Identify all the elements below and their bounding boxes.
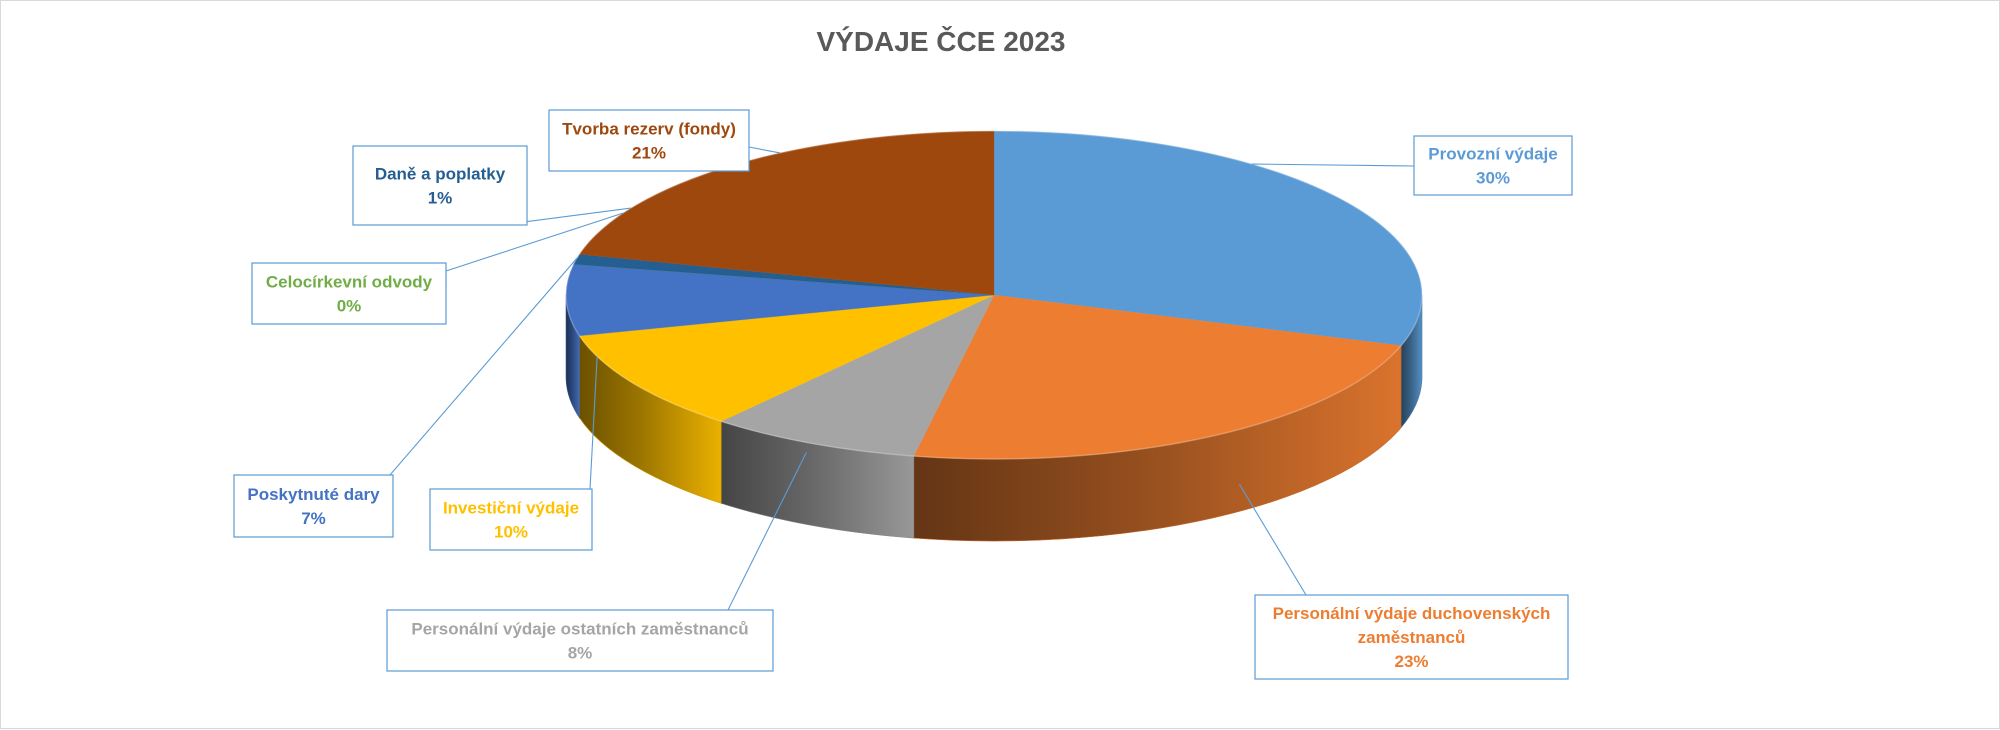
slice-personalni-vydaje-ostatnich-zamestnancu: [720, 294, 995, 457]
label-value-investicni-vydaje: 10%: [494, 523, 528, 542]
label-category-celocirkevni-odvody: Celocírkevní odvody: [266, 273, 433, 292]
chart-title: VÝDAJE ČCE 2023: [816, 25, 1065, 57]
slice-provozni-vydaje: [993, 130, 1423, 347]
label-box-dane-a-poplatky: [352, 145, 528, 226]
leader-line-personalni-vydaje-duchovenskych-zamestnancu: [1239, 484, 1307, 596]
pie-rim: [565, 130, 1423, 460]
label-value-tvorba-rezerv-fondy: 21%: [632, 144, 666, 163]
leader-line-provozni-vydaje: [1251, 163, 1415, 167]
label-personalni-vydaje-ostatnich-zamestnancu: Personální výdaje ostatních zaměstnanců 8…: [386, 609, 774, 672]
slice-poskytnute-dary: [565, 263, 995, 337]
label-box-personalni-vydaje-duchovenskych-zamestnancu: [1254, 594, 1569, 680]
label-personalni-vydaje-duchovenskych-zamestnancu: Personální výdaje duchovenských zaměstnan…: [1254, 594, 1569, 680]
label-box-investicni-vydaje: [429, 488, 593, 551]
label-box-poskytnute-dary: [233, 474, 394, 538]
label-category-personalni-vydaje-duchovenskych-zamestnancu: zaměstnanců: [1358, 628, 1466, 647]
label-dane-a-poplatky: Daně a poplatky 1%: [352, 145, 528, 226]
label-category-investicni-vydaje: Investiční výdaje: [443, 499, 579, 518]
label-value-poskytnute-dary: 7%: [301, 509, 326, 528]
leader-line-tvorba-rezerv-fondy: [748, 146, 781, 154]
label-box-tvorba-rezerv-fondy: [548, 109, 750, 172]
label-box-personalni-vydaje-ostatnich-zamestnancu: [386, 609, 774, 672]
label-category-tvorba-rezerv-fondy: Tvorba rezerv (fondy): [562, 120, 736, 139]
data-labels: Provozní výdaje 30% Personální výdaje duch…: [233, 109, 1573, 680]
label-value-provozni-vydaje: 30%: [1476, 169, 1510, 188]
pie-top-faces: [565, 130, 1423, 460]
label-tvorba-rezerv-fondy: Tvorba rezerv (fondy) 21%: [548, 109, 750, 172]
label-investicni-vydaje: Investiční výdaje 10%: [429, 488, 593, 551]
label-category-personalni-vydaje-duchovenskych-zamestnancu: Personální výdaje duchovenských: [1273, 604, 1551, 623]
slice-personalni-vydaje-duchovenskych-zamestnancu: [913, 294, 1402, 460]
pie-side-walls: [565, 294, 1423, 542]
label-category-poskytnute-dary: Poskytnuté dary: [247, 485, 380, 504]
slice-investicni-vydaje: [578, 294, 995, 422]
label-box-provozni-vydaje: [1413, 135, 1573, 196]
label-category-provozni-vydaje: Provozní výdaje: [1428, 145, 1557, 164]
label-value-personalni-vydaje-ostatnich-zamestnancu: 8%: [568, 644, 593, 663]
label-poskytnute-dary: Poskytnuté dary 7%: [233, 474, 394, 538]
label-celocirkevni-odvody: Celocírkevní odvody 0%: [251, 262, 447, 325]
label-value-dane-a-poplatky: 1%: [428, 189, 453, 208]
label-value-personalni-vydaje-duchovenskych-zamestnancu: 23%: [1394, 652, 1428, 671]
label-box-celocirkevni-odvody: [251, 262, 447, 325]
label-category-personalni-vydaje-ostatnich-zamestnancu: Personální výdaje ostatních zaměstnanců: [411, 620, 748, 639]
label-category-dane-a-poplatky: Daně a poplatky: [375, 165, 506, 184]
label-value-celocirkevni-odvody: 0%: [337, 297, 362, 316]
label-provozni-vydaje: Provozní výdaje 30%: [1413, 135, 1573, 196]
